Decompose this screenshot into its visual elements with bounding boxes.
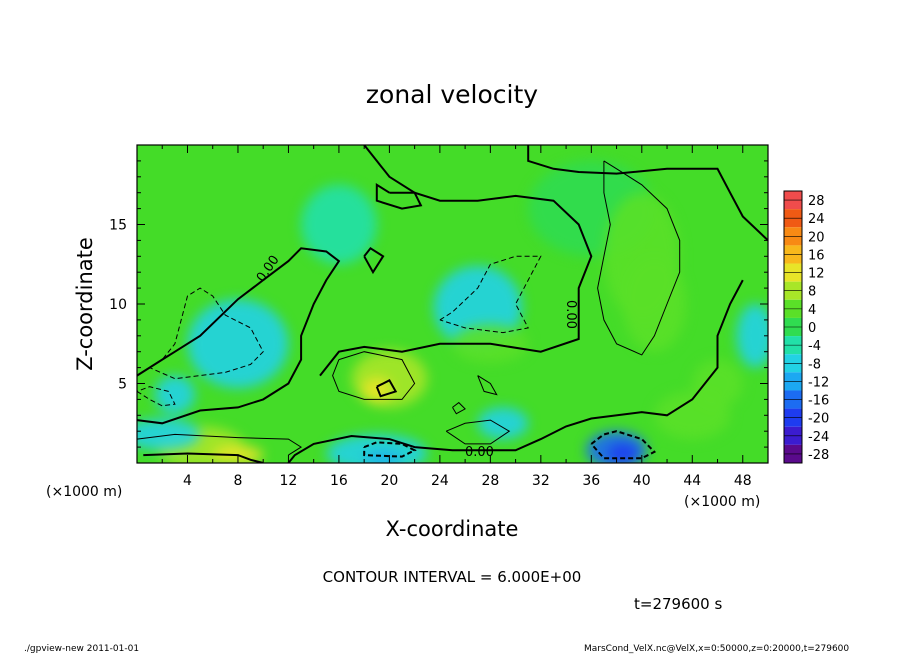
contour-line (527, 145, 768, 242)
footer-right: MarsCond_VelX.nc@VelX,x=0:50000,z=0:2000… (584, 644, 849, 654)
field-blob (736, 304, 768, 368)
x-tick-label: 28 (481, 473, 499, 489)
contour-line (597, 160, 681, 356)
contour-line (445, 419, 511, 445)
colorbar-label: -16 (808, 394, 829, 409)
field-blob (607, 443, 639, 463)
x-axis-label: X-coordinate (386, 517, 519, 541)
colorbar: 28 24 20 16 12 8 4 0 -4 -8 -12 -16 -20 -24 -28 (783, 190, 829, 464)
contour-line (452, 401, 466, 415)
contour-line (375, 378, 398, 398)
contour-line (590, 430, 657, 460)
colorbar-label: -4 (808, 339, 821, 354)
colorbar-label: 4 (808, 303, 816, 318)
contour-line (137, 386, 176, 407)
x-unit-label: (×1000 m) (684, 494, 760, 510)
contour-line (477, 375, 498, 396)
colorbar-label: -8 (808, 357, 821, 372)
x-tick-label: 4 (183, 473, 192, 489)
field-blobs (137, 160, 768, 463)
field-blob (137, 418, 201, 451)
contour-line (363, 441, 417, 458)
colorbar-label: 20 (808, 230, 825, 245)
x-tick-label: 16 (330, 473, 348, 489)
contour-line (439, 255, 542, 334)
chart-title: zonal velocity (366, 80, 538, 109)
x-tick-label: 32 (532, 473, 550, 489)
x-tick-label: 8 (233, 473, 242, 489)
field-blob (364, 451, 403, 463)
field-blob (301, 184, 377, 265)
x-tick-label: 36 (582, 473, 600, 489)
contour-label: 0.00 (465, 445, 494, 460)
field-blob (154, 375, 196, 414)
colorbar-label: 12 (808, 267, 825, 282)
contour-line (375, 182, 423, 210)
colorbar-label: 28 (808, 194, 825, 209)
x-tick-label: 20 (380, 473, 398, 489)
contour-line (332, 351, 416, 400)
y-tick-label: 15 (109, 218, 127, 234)
x-axis-ticks: 4 8 12 16 20 24 28 32 36 40 44 48 (161, 145, 752, 489)
contour-line (137, 247, 341, 425)
field-blob (477, 407, 529, 440)
colorbar-label: -20 (808, 412, 829, 427)
y-tick-label: 5 (118, 377, 127, 393)
colorbar-label: 8 (808, 285, 816, 300)
x-tick-label: 12 (280, 473, 298, 489)
time-text: t=279600 s (634, 595, 722, 613)
colorbar-label: 24 (808, 212, 825, 227)
contour-label: 0.00 (563, 300, 578, 329)
contour-line (363, 246, 385, 275)
contour-line (137, 433, 303, 456)
footer-left: ./gpview-new 2011-01-01 (24, 644, 139, 654)
y-tick-label: 10 (109, 297, 127, 313)
field-blob (692, 359, 743, 408)
x-tick-label: 24 (431, 473, 449, 489)
x-tick-label: 44 (683, 473, 701, 489)
z-unit-label: (×1000 m) (46, 484, 122, 500)
x-tick-label: 40 (633, 473, 651, 489)
colorbar-label: -28 (808, 448, 829, 463)
y-axis-label: Z-coordinate (73, 237, 97, 371)
contour-lines (137, 145, 768, 463)
y-axis-ticks: 5 10 15 (109, 160, 768, 448)
colorbar-label: 16 (808, 248, 825, 263)
heatmap-field (137, 145, 768, 463)
colorbar-label: 0 (808, 321, 816, 336)
x-tick-label: 48 (734, 473, 752, 489)
contour-line (287, 279, 744, 463)
field-blob (187, 299, 289, 389)
field-blob (622, 256, 686, 352)
contour-line (149, 287, 264, 380)
colorbar-label: -24 (808, 430, 829, 445)
colorbar-label: -12 (808, 375, 829, 390)
contour-interval-text: CONTOUR INTERVAL = 6.000E+00 (323, 568, 582, 586)
